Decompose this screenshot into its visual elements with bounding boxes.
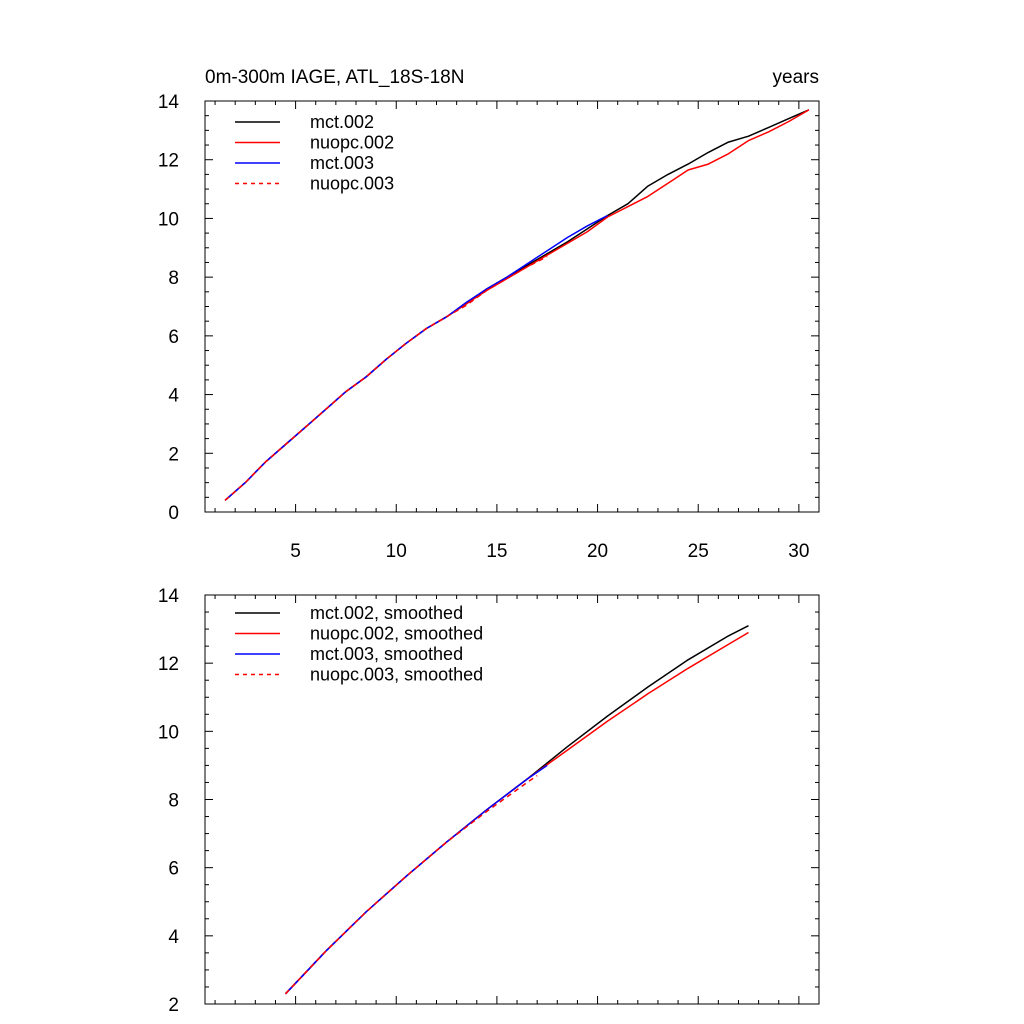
- legend-label: nuopc.003: [310, 174, 394, 194]
- x-tick-label: 10: [386, 541, 407, 562]
- bottom-plot-frame: [204, 594, 820, 1005]
- y-tick-label: 10: [158, 209, 179, 230]
- top-series: [224, 109, 810, 501]
- x-tick-label: 20: [587, 541, 608, 562]
- y-tick-label: 8: [168, 268, 179, 289]
- y-tick-label: 14: [158, 586, 180, 607]
- top-panel: 0m-300m IAGE, ATL_18S-18N years 0 2 4 6 8 10 1…: [158, 67, 820, 562]
- top-units-label: years: [773, 67, 819, 88]
- y-tick-label: 12: [158, 654, 179, 675]
- legend-label: nuopc.002, smoothed: [310, 624, 483, 644]
- y-tick-label: 6: [168, 859, 179, 880]
- bottom-ticks: 2 4 6 8 10 12 14: [158, 586, 819, 1016]
- y-tick-label: 8: [168, 791, 179, 812]
- y-tick-label: 14: [158, 92, 180, 113]
- y-tick-label: 6: [168, 327, 179, 348]
- legend-label: mct.003, smoothed: [310, 644, 463, 664]
- series-line-mct-003: [224, 214, 608, 501]
- series-line-nuopc-002-smoothed: [284, 631, 749, 995]
- legend-label: mct.002: [310, 112, 374, 132]
- series-line-nuopc-003-smoothed: [284, 774, 538, 995]
- y-tick-label: 10: [158, 722, 179, 743]
- legend-label: nuopc.002: [310, 133, 394, 153]
- legend-label: mct.002, smoothed: [310, 603, 463, 623]
- y-tick-label: 2: [168, 995, 179, 1016]
- series-line-nuopc-003: [224, 255, 548, 501]
- series-line-mct-003-smoothed: [284, 764, 548, 995]
- top-ticks: 0 2 4 6 8 10 12 14 5 10 15 20 25 30: [158, 92, 819, 562]
- top-plot-frame: [204, 100, 820, 513]
- top-chart-title: 0m-300m IAGE, ATL_18S-18N: [205, 67, 464, 88]
- legend-label: nuopc.003, smoothed: [310, 665, 483, 685]
- y-tick-label: 4: [168, 386, 179, 407]
- y-tick-label: 12: [158, 151, 179, 172]
- x-tick-label: 5: [290, 541, 301, 562]
- bottom-series: [284, 625, 749, 995]
- legend-label: mct.003: [310, 153, 374, 173]
- x-tick-label: 25: [688, 541, 709, 562]
- y-tick-label: 2: [168, 444, 179, 465]
- y-tick-label: 4: [168, 927, 179, 948]
- x-tick-label: 15: [486, 541, 507, 562]
- y-tick-label: 0: [168, 503, 179, 524]
- x-tick-label: 30: [788, 541, 809, 562]
